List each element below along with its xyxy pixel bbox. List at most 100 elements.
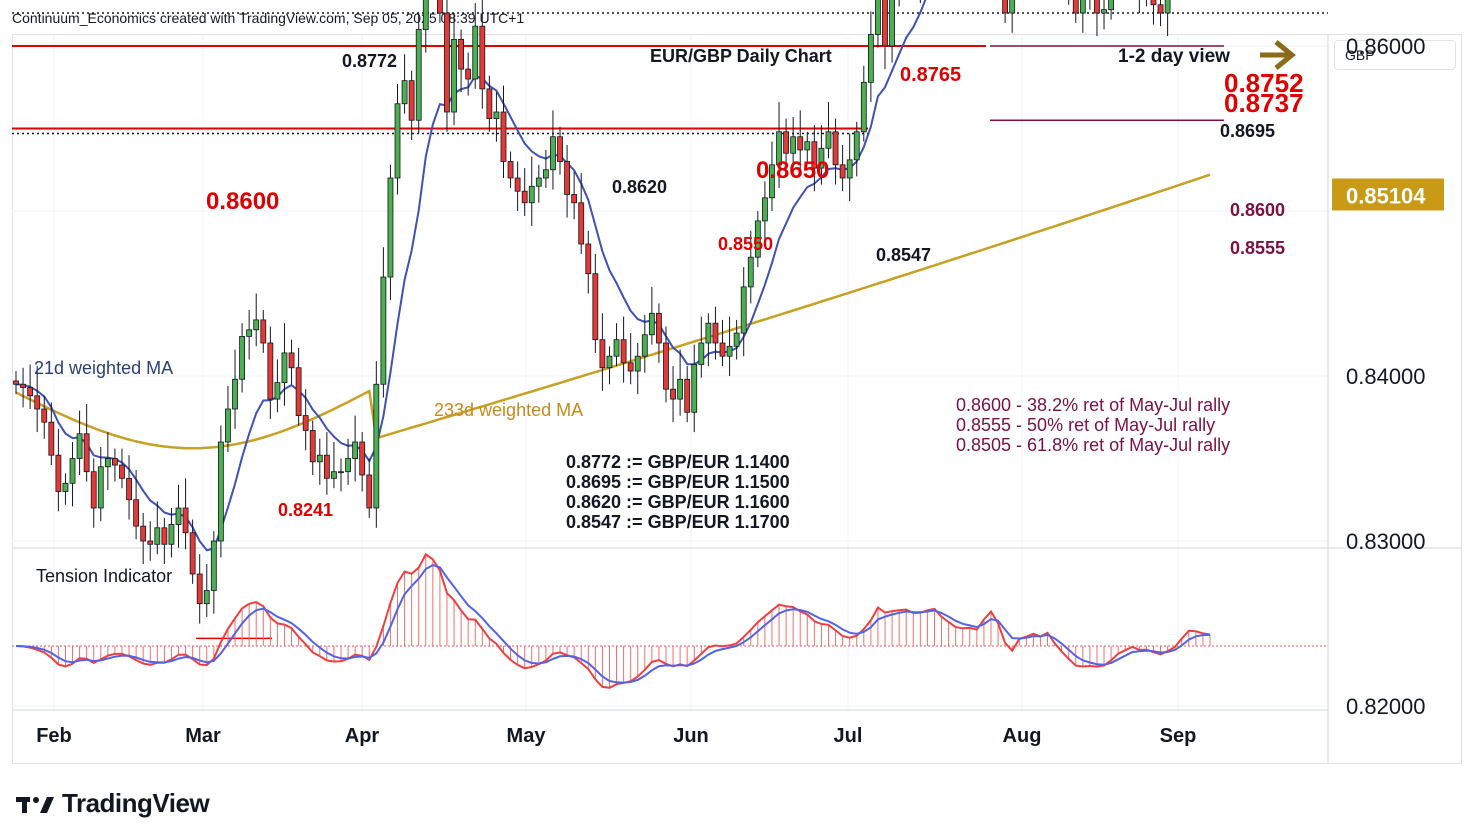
- candle-body: [380, 276, 387, 385]
- candle-body: [663, 342, 669, 390]
- level-lines: [12, 12, 1328, 640]
- candle-body: [641, 334, 648, 357]
- right-arrow-icon: [1260, 40, 1296, 70]
- candle-body: [818, 147, 825, 169]
- price-badge-label: 0.85104: [1346, 184, 1426, 209]
- ma233-path: [15, 173, 1211, 450]
- candle-body: [776, 131, 782, 166]
- candle-body: [1009, 0, 1016, 14]
- tradingview-logo-icon: [16, 796, 54, 813]
- candle-body: [571, 194, 578, 204]
- level-label: 0.8695: [1220, 121, 1275, 141]
- candle-body: [83, 433, 90, 473]
- candle-body: [627, 362, 634, 372]
- candle-body: [747, 256, 754, 288]
- candle-body: [288, 352, 295, 369]
- candle-body: [210, 540, 217, 591]
- candle-body: [331, 471, 337, 479]
- candle-body: [754, 220, 761, 258]
- chart-credit: Continuum_Economics created with Trading…: [12, 10, 525, 26]
- candle-body: [1002, 0, 1009, 14]
- level-label: 0.8547: [876, 245, 931, 265]
- candle-body: [592, 273, 599, 341]
- candle-body: [41, 408, 48, 423]
- candle-body: [274, 382, 281, 400]
- candle-body: [528, 185, 535, 204]
- candle-body: [783, 131, 789, 154]
- candle-body: [599, 339, 606, 369]
- candle-body: [875, 0, 881, 35]
- candle-body: [1094, 0, 1100, 14]
- candle-body: [13, 380, 19, 385]
- x-tick-label: Apr: [345, 725, 380, 747]
- x-tick-label: Sep: [1160, 725, 1197, 747]
- candle-body: [253, 319, 260, 331]
- candle-body: [486, 88, 493, 120]
- candle-body: [726, 345, 733, 357]
- x-tick-label: Jul: [834, 725, 863, 747]
- candle-body: [882, 0, 888, 47]
- candle-body: [514, 177, 521, 192]
- candle-body: [408, 80, 415, 121]
- candle-body: [740, 286, 747, 334]
- level-label: 0.8600: [1230, 200, 1285, 220]
- candle-body: [860, 81, 867, 133]
- candle-body: [161, 527, 168, 545]
- candle-body: [1101, 9, 1107, 14]
- candle-body: [500, 111, 507, 162]
- candle-body: [1079, 0, 1086, 14]
- candle-body: [656, 312, 662, 344]
- candle-body: [112, 458, 118, 466]
- candle-body: [564, 161, 570, 195]
- candle-body: [620, 339, 627, 364]
- candle-body: [839, 164, 846, 179]
- candle-body: [1150, 0, 1157, 6]
- candle-body: [769, 164, 775, 199]
- currency-button[interactable]: GBP: [1334, 40, 1456, 70]
- candle-body: [27, 387, 34, 397]
- candle-body: [76, 433, 83, 459]
- y-tick-label: 0.86000: [1346, 34, 1426, 59]
- conversion-note: 0.8620 := GBP/EUR 1.1600: [566, 492, 790, 512]
- candle-body: [246, 329, 253, 337]
- candle-body: [104, 458, 111, 468]
- candle-body: [316, 454, 323, 463]
- candle-body: [196, 573, 203, 605]
- candle-body: [1164, 0, 1171, 14]
- candle-body: [790, 136, 797, 154]
- tension-indicator: [12, 552, 1328, 689]
- y-tick-label: 0.84000: [1346, 364, 1426, 389]
- candle-body: [535, 177, 542, 187]
- candle-body: [359, 441, 366, 476]
- tradingview-logo: TradingView: [16, 788, 210, 819]
- tension-signal-line: [15, 564, 1211, 684]
- candle-body: [853, 131, 860, 161]
- candle-body: [811, 141, 818, 169]
- candle-body: [761, 197, 768, 222]
- candle-body: [366, 474, 373, 509]
- candle-body: [825, 131, 832, 149]
- level-label: 0.8737: [1224, 88, 1304, 118]
- tension-line: [15, 552, 1211, 689]
- candle-body: [97, 466, 104, 509]
- conversion-note: 0.8547 := GBP/EUR 1.1700: [566, 512, 790, 532]
- level-label: 0.8620: [612, 177, 667, 197]
- candle-body: [451, 39, 457, 113]
- candle-body: [493, 111, 500, 119]
- candle-body: [133, 499, 140, 527]
- candle-body: [295, 367, 302, 416]
- candle-body: [797, 136, 804, 151]
- candle-body: [670, 388, 676, 400]
- x-tick-label: Feb: [36, 725, 72, 747]
- candle-body: [34, 395, 41, 410]
- candle-body: [606, 355, 613, 369]
- candle-body: [260, 319, 267, 344]
- candles: [13, 0, 1171, 624]
- candle-body: [20, 383, 26, 388]
- candle-body: [521, 190, 528, 204]
- candle-body: [119, 464, 125, 479]
- ma21-legend: 21d weighted MA: [34, 358, 173, 378]
- candle-body: [691, 364, 698, 413]
- candle-body: [804, 141, 811, 151]
